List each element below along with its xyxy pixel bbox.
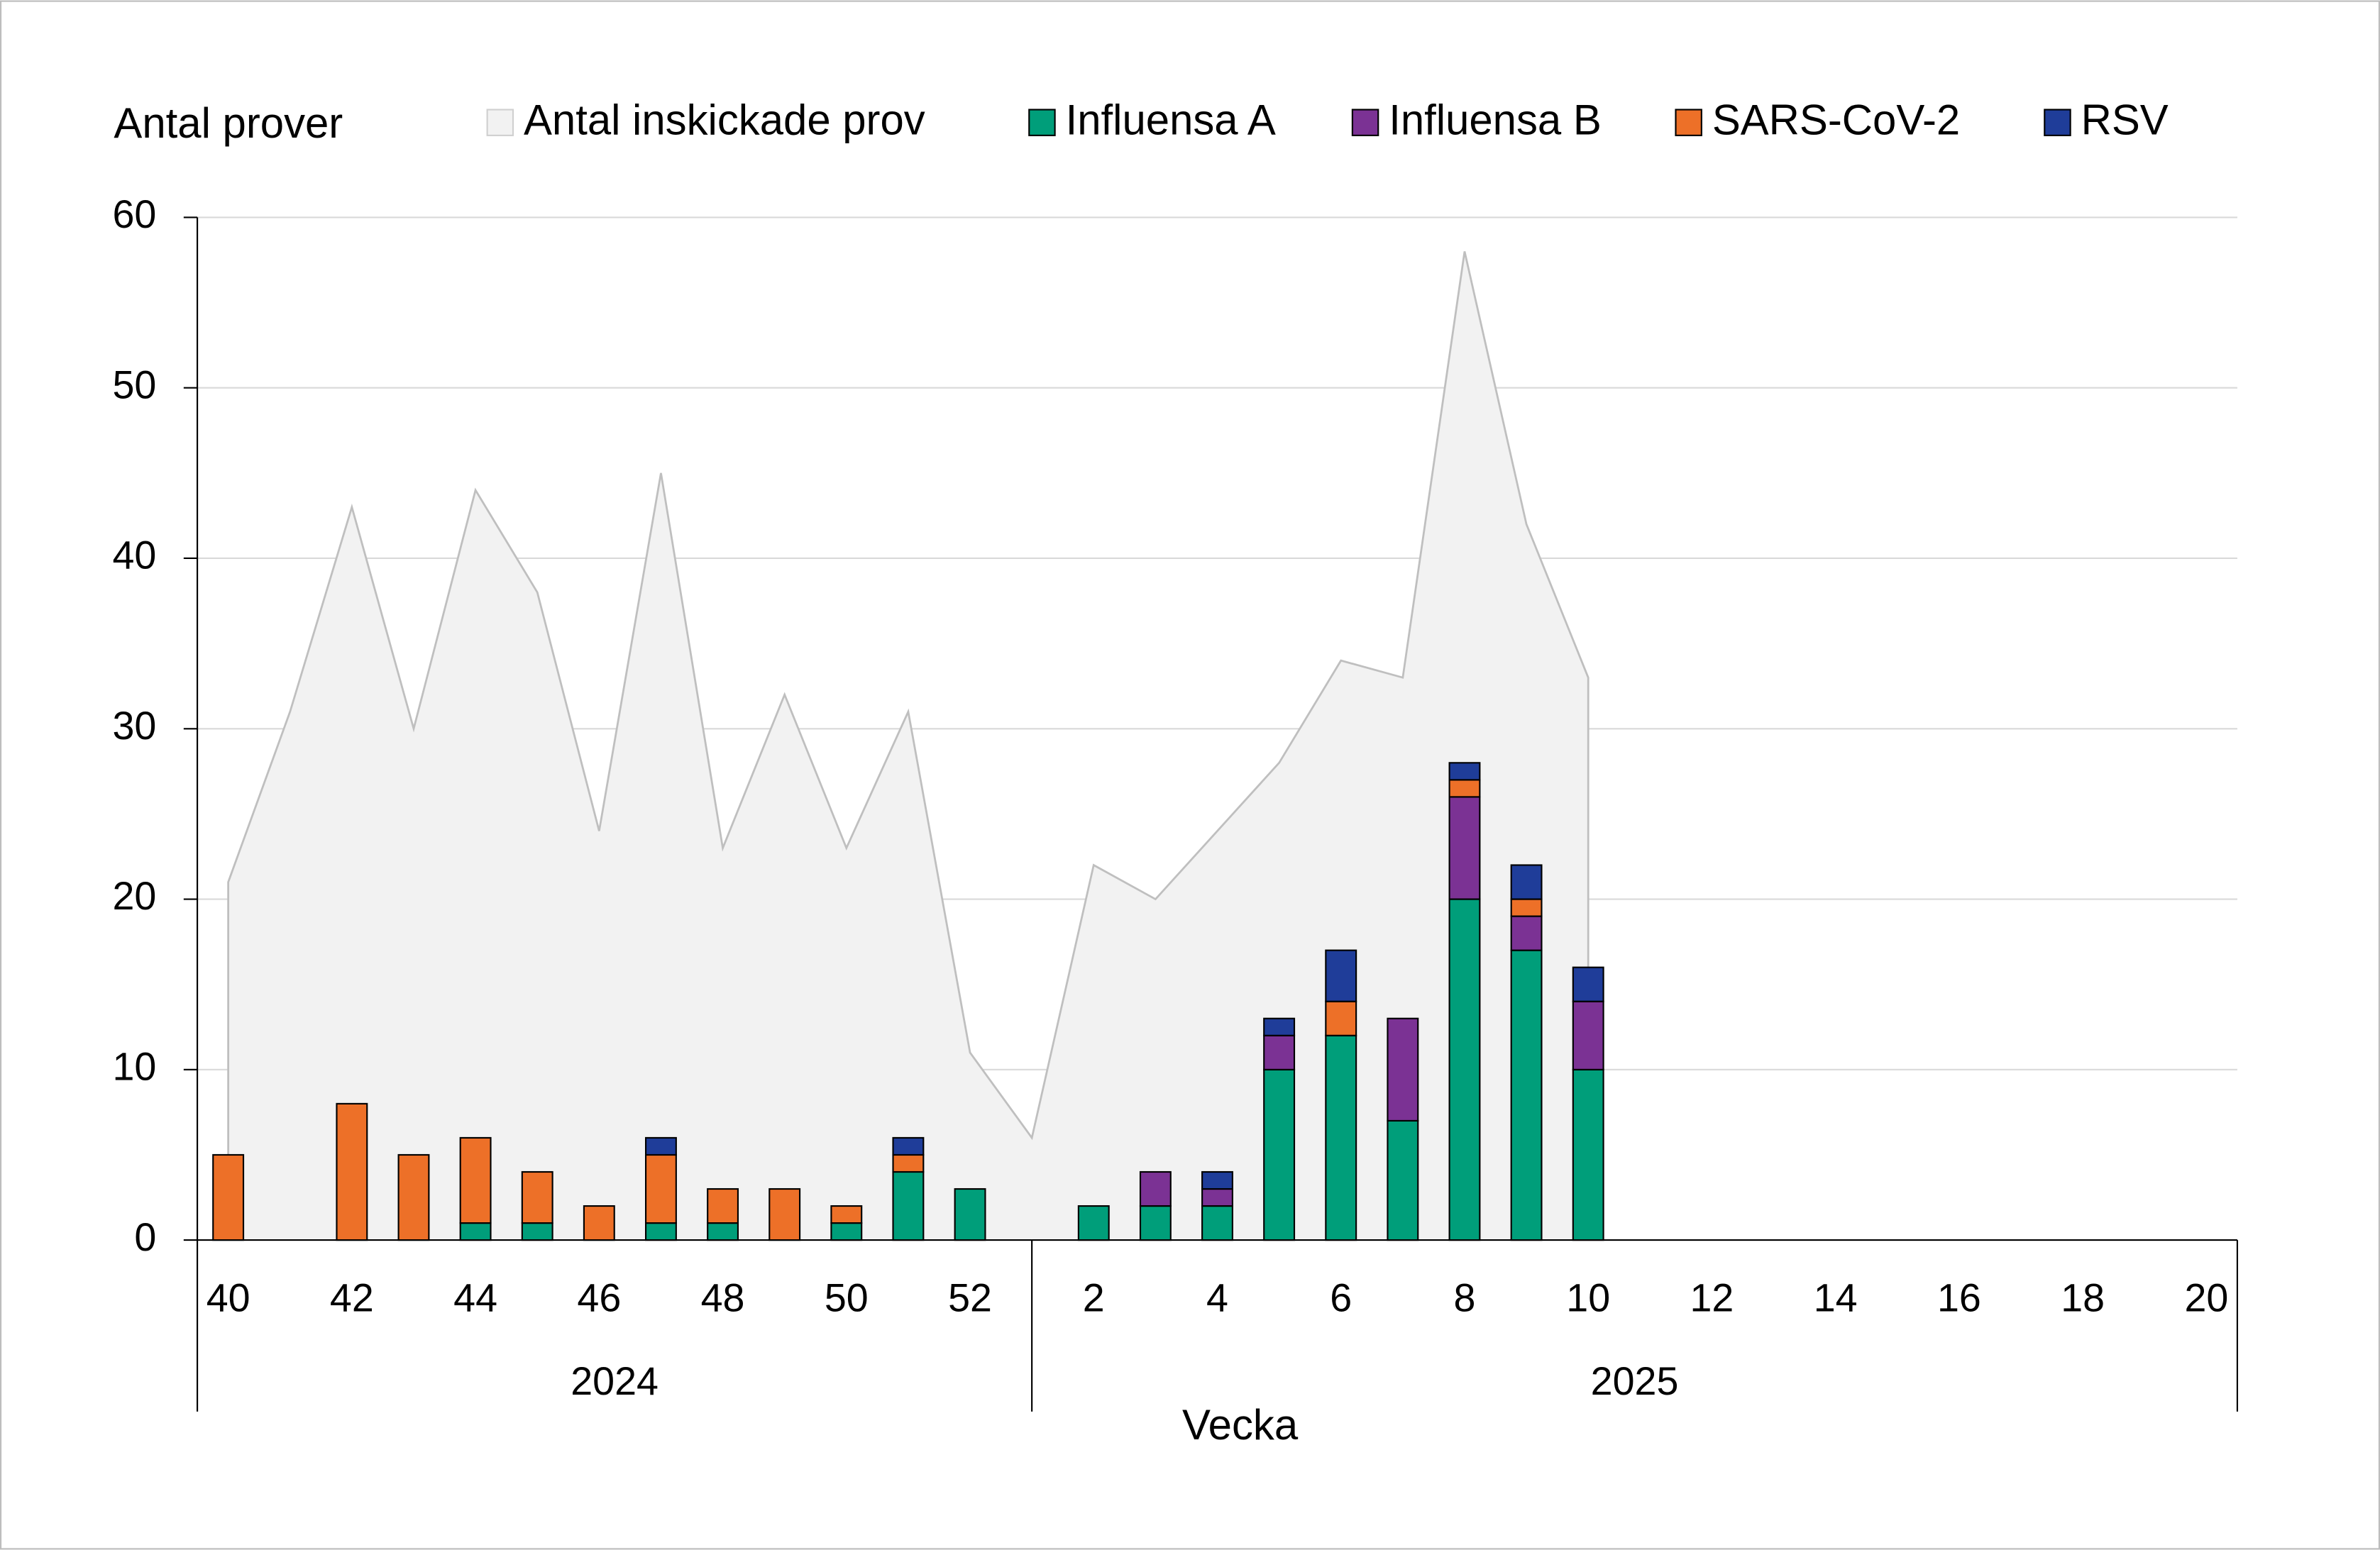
- x-tick-label: 12: [1690, 1275, 1734, 1319]
- bar-segment: [1139, 1205, 1172, 1241]
- bar-segment: [707, 1222, 739, 1241]
- y-tick-label: 20: [112, 874, 156, 918]
- bar-segment: [1510, 864, 1543, 900]
- bar-segment: [830, 1205, 863, 1224]
- legend-label: SARS-CoV-2: [1712, 96, 1960, 144]
- y-tick-label: 10: [112, 1045, 156, 1089]
- y-tick-label: 0: [134, 1215, 156, 1259]
- bar-segment: [212, 1153, 245, 1241]
- bar-segment: [521, 1170, 553, 1224]
- bar-segment: [1510, 915, 1543, 951]
- bar-segment: [768, 1188, 801, 1241]
- bar-segment: [1448, 762, 1481, 781]
- bar-segment: [1448, 796, 1481, 900]
- bar-segment: [1448, 898, 1481, 1241]
- bar-segment: [830, 1222, 863, 1241]
- bar-segment: [1325, 1000, 1357, 1036]
- x-tick-label: 18: [2061, 1275, 2105, 1319]
- x-tick-label: 50: [825, 1275, 869, 1319]
- bar-segment: [1572, 1068, 1604, 1241]
- bar-segment: [1263, 1017, 1296, 1036]
- x-tick-label: 40: [206, 1275, 250, 1319]
- bar-segment: [397, 1153, 430, 1241]
- bar-segment: [892, 1170, 925, 1241]
- area-fill: [228, 251, 1589, 1241]
- area-line: [227, 251, 1590, 1241]
- legend-label: Influensa A: [1066, 96, 1276, 144]
- bar-segment: [954, 1188, 986, 1241]
- bar-segment: [1572, 1000, 1604, 1070]
- x-tick-label: 4: [1206, 1275, 1228, 1319]
- bar-segment: [459, 1222, 492, 1241]
- bar-segment: [1510, 898, 1543, 917]
- legend-swatch: [1028, 109, 1056, 136]
- group-label: 2025: [1591, 1359, 1679, 1403]
- legend-swatch: [486, 109, 514, 136]
- x-tick-label: 10: [1566, 1275, 1610, 1319]
- x-tick-label: 44: [453, 1275, 497, 1319]
- bar-segment: [1077, 1205, 1110, 1241]
- legend-swatch: [1351, 109, 1379, 136]
- x-tick-label: 46: [577, 1275, 621, 1319]
- bar-segment: [1448, 779, 1481, 798]
- legend-swatch: [1675, 109, 1702, 136]
- legend-label: Influensa B: [1389, 96, 1602, 144]
- x-tick-label: 8: [1454, 1275, 1476, 1319]
- bar-segment: [521, 1222, 553, 1241]
- bar-segment: [583, 1205, 615, 1241]
- bar-segment: [644, 1222, 677, 1241]
- x-axis-title: Vecka: [1182, 1401, 1299, 1449]
- bar-segment: [1201, 1205, 1233, 1241]
- bar-segment: [1387, 1017, 1419, 1122]
- bar-segment: [1263, 1034, 1296, 1070]
- bar-segment: [1510, 949, 1543, 1241]
- bar-segment: [1139, 1170, 1172, 1207]
- y-tick-label: 60: [112, 192, 156, 236]
- bar-segment: [1572, 966, 1604, 1002]
- y-tick-label: 50: [112, 362, 156, 406]
- bar-segment: [336, 1102, 368, 1241]
- x-tick-label: 16: [1937, 1275, 1981, 1319]
- x-tick-label: 20: [2184, 1275, 2228, 1319]
- bar-segment: [892, 1153, 925, 1173]
- x-tick-label: 2: [1083, 1275, 1105, 1319]
- y-tick-label: 40: [112, 533, 156, 577]
- bar-segment: [1325, 949, 1357, 1002]
- bar-segment: [1201, 1170, 1233, 1190]
- y-axis-title: Antal prover: [114, 99, 343, 147]
- bar-segment: [1263, 1068, 1296, 1241]
- bar-segment: [892, 1136, 925, 1156]
- bar-segment: [644, 1153, 677, 1224]
- x-tick-label: 6: [1330, 1275, 1352, 1319]
- legend-label: RSV: [2081, 96, 2169, 144]
- bar-segment: [1201, 1188, 1233, 1207]
- x-tick-label: 42: [330, 1275, 374, 1319]
- y-tick-label: 30: [112, 704, 156, 748]
- group-label: 2024: [571, 1359, 659, 1403]
- x-tick-label: 14: [1814, 1275, 1858, 1319]
- bar-segment: [707, 1188, 739, 1224]
- x-tick-label: 52: [948, 1275, 992, 1319]
- legend-swatch: [2044, 109, 2071, 136]
- bar-segment: [1325, 1034, 1357, 1241]
- bar-segment: [459, 1136, 492, 1224]
- bar-segment: [644, 1136, 677, 1156]
- legend-label: Antal inskickade prov: [524, 96, 925, 144]
- bar-segment: [1387, 1119, 1419, 1241]
- x-tick-label: 48: [701, 1275, 745, 1319]
